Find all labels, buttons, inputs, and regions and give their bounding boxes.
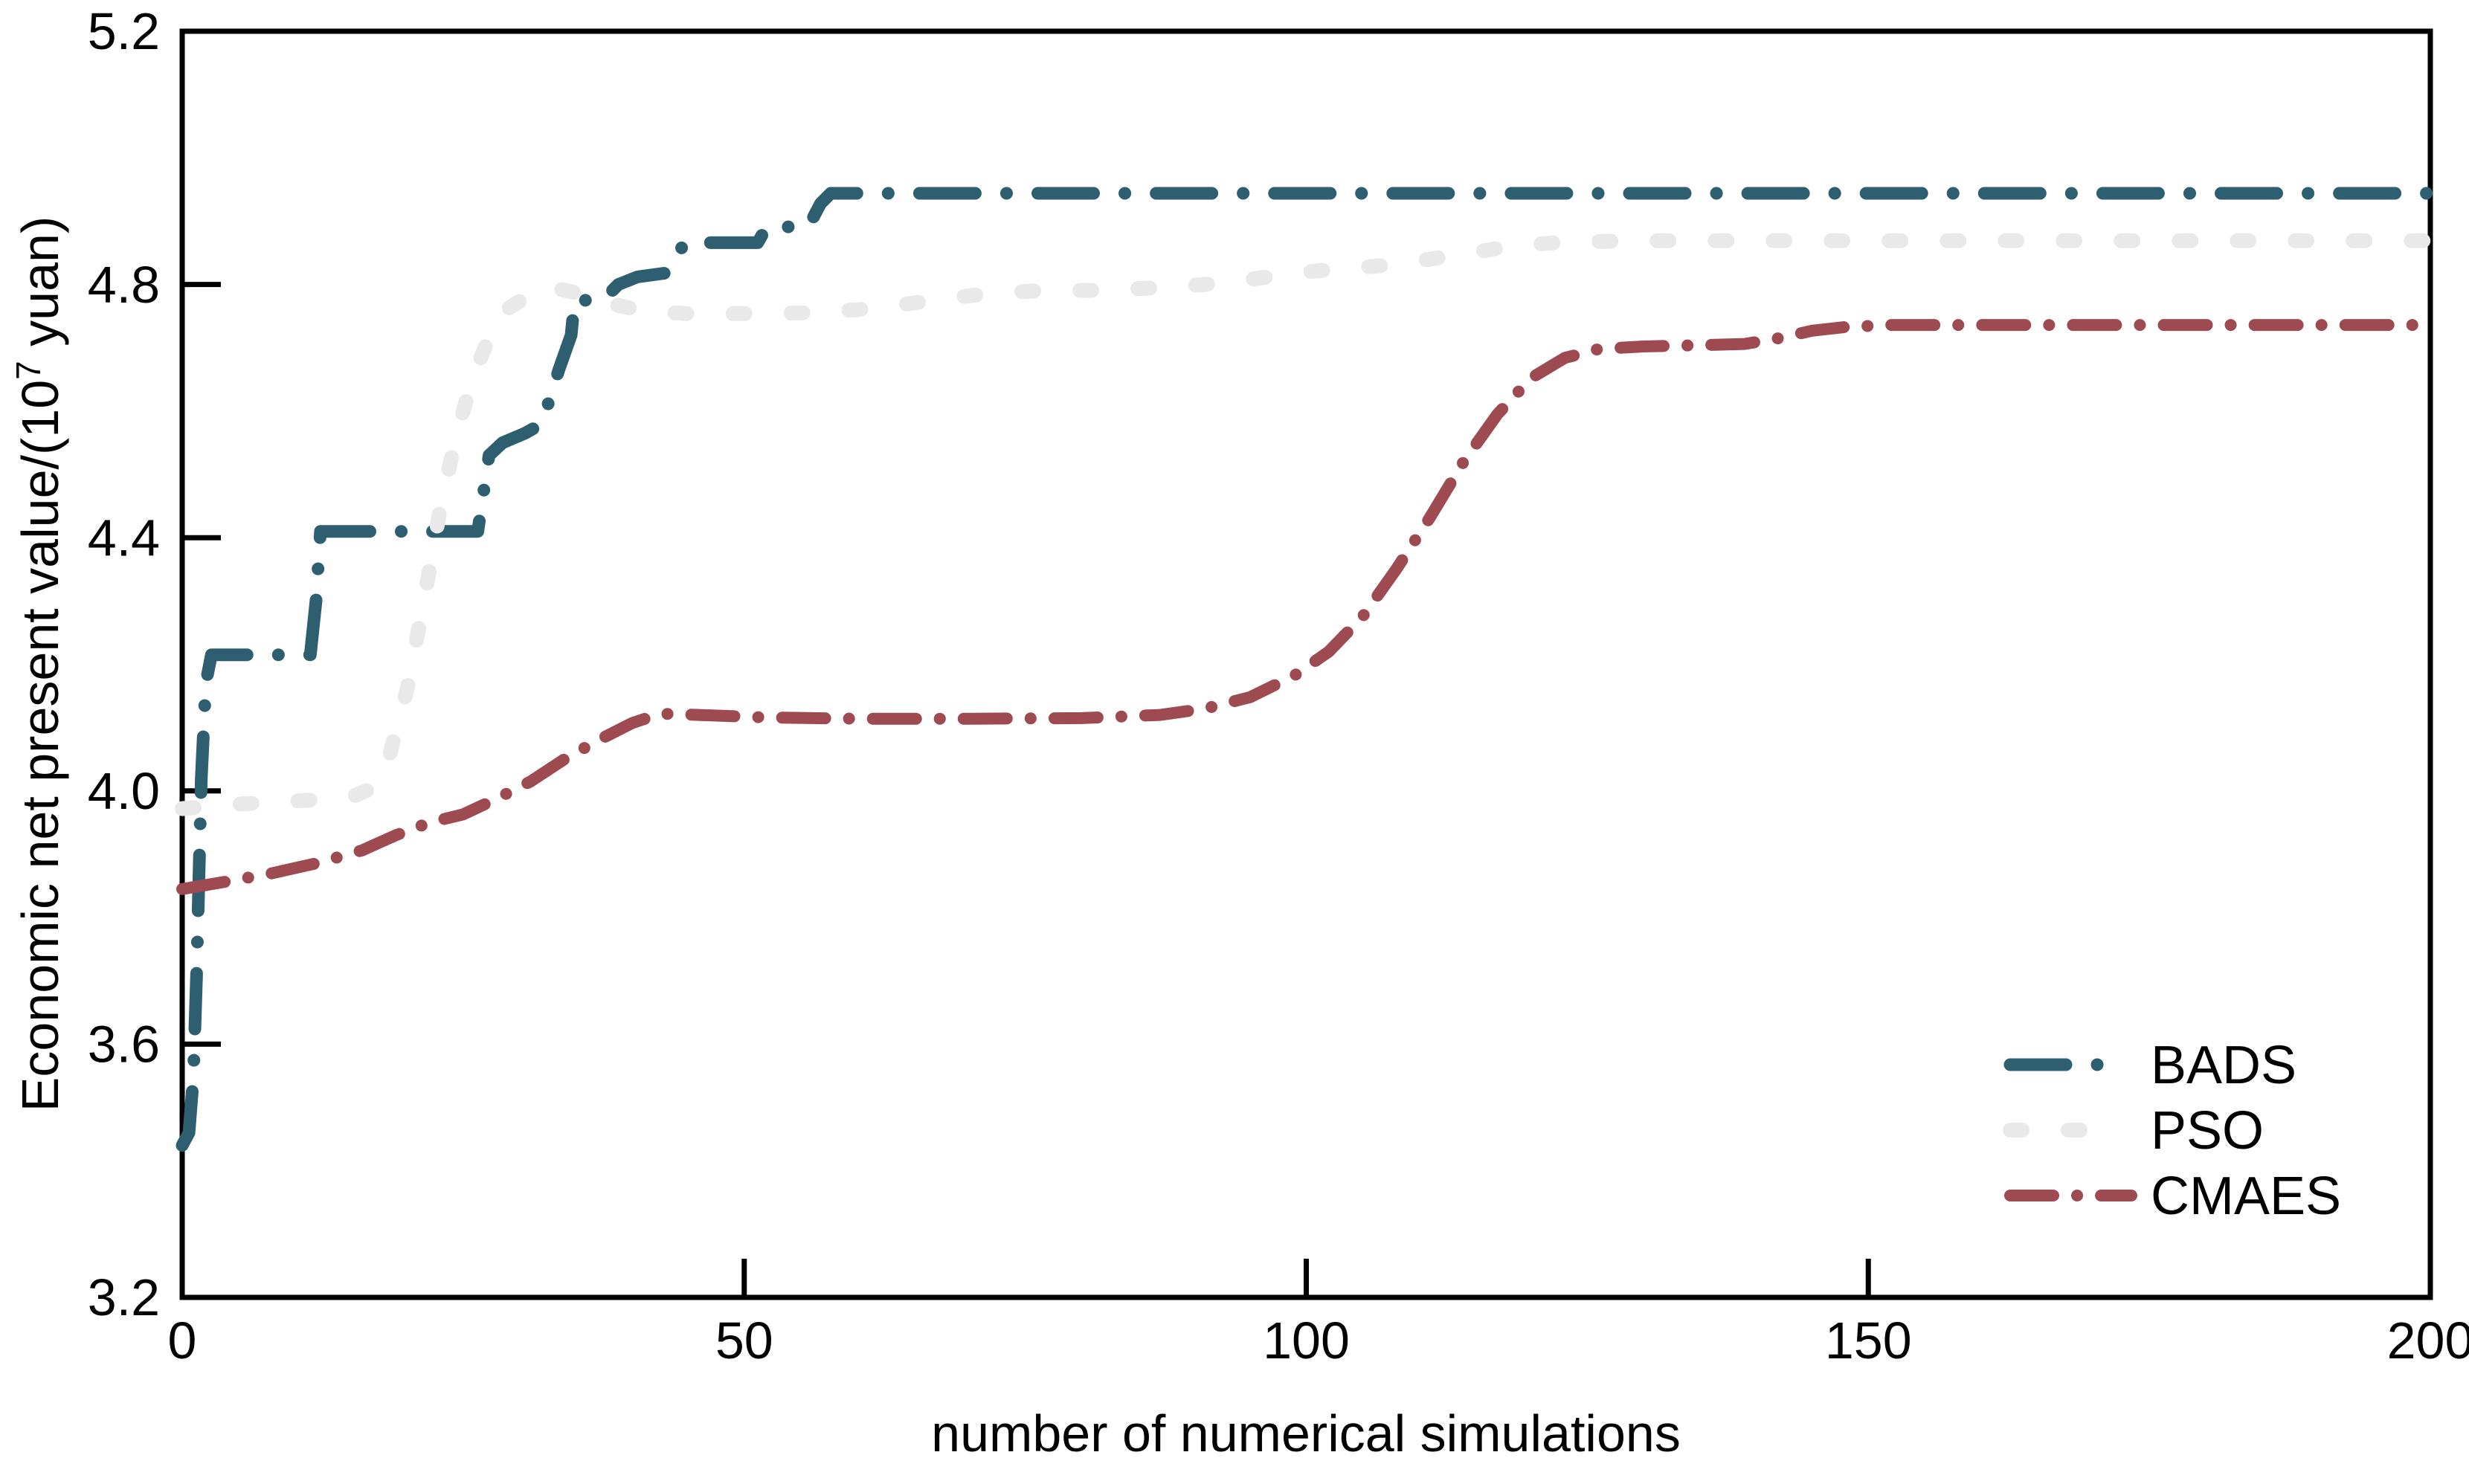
y-tick-label: 4.8 <box>88 256 160 314</box>
legend-label-pso: PSO <box>2151 1101 2264 1161</box>
y-tick-label: 3.2 <box>88 1268 160 1326</box>
y-axis-title-suffix: yuan) <box>11 216 69 361</box>
y-tick-label: 3.6 <box>88 1016 160 1074</box>
y-tick-label: 4.4 <box>88 509 160 567</box>
bads-line <box>176 187 2437 1152</box>
y-axis-ticks: 3.2 3.6 4.0 4.4 4.8 5.2 <box>88 2 221 1326</box>
cmaes-line <box>176 319 2436 895</box>
series-lines <box>175 187 2438 1152</box>
y-axis-title-prefix: Economic net present value/(10 <box>11 380 69 1112</box>
x-axis-ticks: 0 50 100 150 200 <box>168 1259 2469 1370</box>
x-axis-title: number of numerical simulations <box>931 1404 1681 1462</box>
x-tick-label: 100 <box>1263 1312 1350 1370</box>
y-axis-title-superscript: 7 <box>9 361 48 380</box>
legend-label-cmaes: CMAES <box>2151 1167 2341 1226</box>
legend-label-bads: BADS <box>2151 1036 2296 1095</box>
legend: BADS PSO CMAES <box>2003 1036 2341 1226</box>
plot-frame <box>179 28 2433 1300</box>
x-tick-label: 0 <box>168 1312 197 1370</box>
x-tick-label: 200 <box>2387 1312 2469 1370</box>
y-tick-label: 4.0 <box>88 762 160 820</box>
x-tick-label: 150 <box>1825 1312 1912 1370</box>
pso-line <box>175 233 2438 816</box>
y-tick-label: 5.2 <box>88 2 160 60</box>
y-axis-title: Economic net present value/(107 yuan) <box>9 216 69 1112</box>
x-tick-label: 50 <box>715 1312 773 1370</box>
